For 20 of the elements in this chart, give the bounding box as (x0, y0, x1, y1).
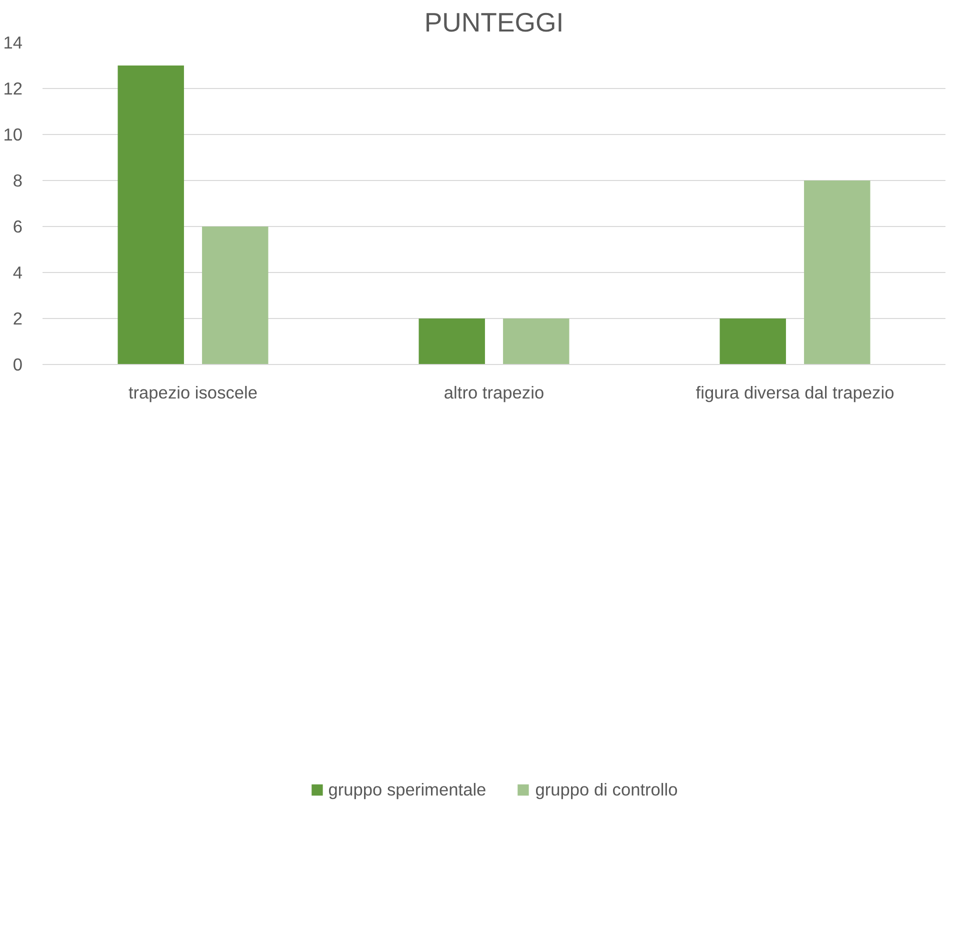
y-tick-label: 0 (12, 354, 23, 374)
bar (118, 66, 184, 364)
y-tick-label: 12 (3, 78, 23, 98)
x-tick-label: altro trapezio (444, 382, 544, 402)
x-tick-label: figura diversa dal trapezio (696, 382, 894, 402)
bar (202, 226, 268, 364)
y-tick-label: 14 (3, 32, 23, 52)
legend-label: gruppo sperimentale (328, 779, 486, 800)
y-tick-label: 4 (12, 262, 23, 282)
y-tick-label: 8 (12, 170, 23, 190)
chart-title: PUNTEGGI (424, 8, 564, 38)
y-tick-label: 6 (12, 216, 23, 236)
y-tick-label: 10 (3, 124, 23, 144)
y-tick-label: 2 (12, 308, 23, 328)
bar (804, 180, 870, 364)
bar (720, 318, 786, 364)
bar (418, 318, 485, 364)
x-tick-label: trapezio isoscele (128, 382, 258, 402)
bar (503, 318, 570, 364)
legend-label: gruppo di controllo (535, 779, 678, 800)
